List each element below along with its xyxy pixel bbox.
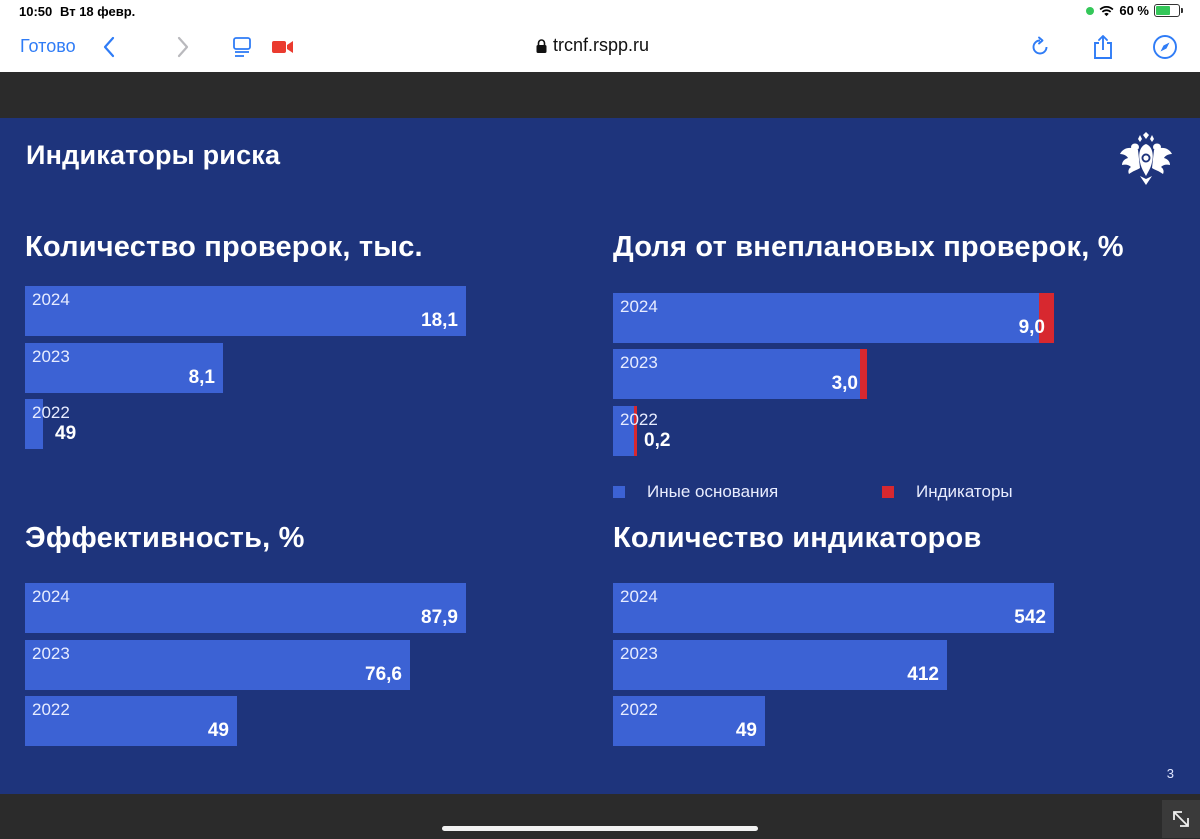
bar-value-label: 18,1 — [421, 310, 458, 331]
legend-swatch-blue — [613, 486, 625, 498]
share-icon[interactable] — [1090, 34, 1116, 60]
share-bar-2023: 2023 3,0 — [613, 349, 867, 399]
page-top-dark-band — [0, 72, 1200, 118]
bar-value-label: 0,2 — [644, 430, 671, 451]
share-bar-2022: 2022 0,2 — [613, 406, 670, 456]
indicators-count-title: Количество индикаторов — [613, 522, 982, 554]
browser-toolbar: Готово trcnf.rspp.ru — [0, 26, 1200, 72]
back-chevron-icon[interactable] — [96, 34, 122, 60]
battery-percent: 60 % — [1119, 3, 1149, 18]
indicators-bar-2023: 2023 412 — [613, 640, 947, 690]
bar-value-label: 49 — [55, 423, 77, 444]
indicator-segment — [634, 406, 637, 456]
bar-value-label: 87,9 — [421, 607, 458, 628]
bar-year-label: 2022 — [620, 410, 658, 429]
bar-value-label: 9,0 — [1018, 317, 1045, 338]
checks-bar-2022: 2022 49 — [25, 399, 76, 449]
expand-arrow-icon[interactable] — [1162, 800, 1200, 838]
address-bar[interactable]: trcnf.rspp.ru — [536, 35, 649, 56]
forward-chevron-icon[interactable] — [170, 34, 196, 60]
checks-bar-2024: 2024 18,1 — [25, 286, 466, 336]
slide-page-number: 3 — [1166, 766, 1174, 781]
legend-label: Иные основания — [647, 482, 779, 501]
compass-icon[interactable] — [1152, 34, 1178, 60]
bar-year-label: 2022 — [32, 700, 70, 719]
battery-icon — [1154, 4, 1183, 17]
url-text: trcnf.rspp.ru — [553, 35, 650, 55]
efficiency-title: Эффективность, % — [25, 522, 305, 554]
bar-year-label: 2024 — [32, 290, 70, 309]
bar-value-label: 76,6 — [365, 664, 402, 685]
indicators-bar-2022: 2022 49 — [613, 696, 765, 746]
bar-year-label: 2023 — [32, 347, 70, 366]
presentation-slide: Индикаторы риска Количество проверок, ты… — [0, 118, 1200, 794]
bar-year-label: 2023 — [620, 644, 658, 663]
legend-label: Индикаторы — [916, 482, 1013, 501]
bar-year-label: 2022 — [32, 403, 70, 422]
bar-year-label: 2024 — [620, 587, 658, 606]
done-button[interactable]: Готово — [20, 36, 76, 56]
bar-value-label: 412 — [907, 664, 939, 685]
efficiency-bar-2022: 2022 49 — [25, 696, 237, 746]
lock-icon — [536, 38, 547, 53]
bar-value-label: 542 — [1014, 607, 1046, 628]
bar-year-label: 2024 — [32, 587, 70, 606]
indicators-bar-2024: 2024 542 — [613, 583, 1054, 633]
efficiency-bar-2023: 2023 76,6 — [25, 640, 410, 690]
bar-year-label: 2023 — [620, 353, 658, 372]
indicator-segment — [1039, 293, 1054, 343]
wifi-icon — [1099, 5, 1114, 16]
bar-value-label: 8,1 — [188, 367, 215, 388]
bar-value-label: 3,0 — [831, 373, 858, 394]
bar-year-label: 2022 — [620, 700, 658, 719]
checks-bar-2023: 2023 8,1 — [25, 343, 223, 393]
double-headed-eagle-emblem-icon — [1120, 132, 1172, 185]
video-camera-icon[interactable] — [270, 34, 296, 60]
legend-indicators: Индикаторы — [882, 482, 1013, 502]
checks-count-title: Количество проверок, тыс. — [25, 231, 423, 263]
efficiency-bar-2024: 2024 87,9 — [25, 583, 466, 633]
bar-value-label: 49 — [207, 720, 229, 741]
status-right: 60 % — [1086, 3, 1183, 18]
unplanned-share-title: Доля от внеплановых проверок, % — [613, 231, 1124, 263]
bar-year-label: 2023 — [32, 644, 70, 663]
status-date: Вт 18 февр. — [60, 4, 136, 19]
slide-title: Индикаторы риска — [26, 140, 281, 170]
reload-icon[interactable] — [1027, 34, 1053, 60]
reader-view-icon[interactable] — [229, 34, 255, 60]
share-bar-2024: 2024 9,0 — [613, 293, 1054, 343]
legend-swatch-red — [882, 486, 894, 498]
bar-value-label: 49 — [735, 720, 757, 741]
bottom-bar — [0, 794, 1200, 839]
home-indicator[interactable] — [442, 826, 758, 831]
camera-indicator-dot — [1086, 6, 1095, 15]
legend-other: Иные основания — [613, 482, 778, 502]
indicator-segment — [860, 349, 867, 399]
status-time: 10:50 — [19, 4, 53, 19]
status-bar: 10:50 Вт 18 февр. 60 % — [0, 0, 1200, 26]
bar-year-label: 2024 — [620, 297, 658, 316]
